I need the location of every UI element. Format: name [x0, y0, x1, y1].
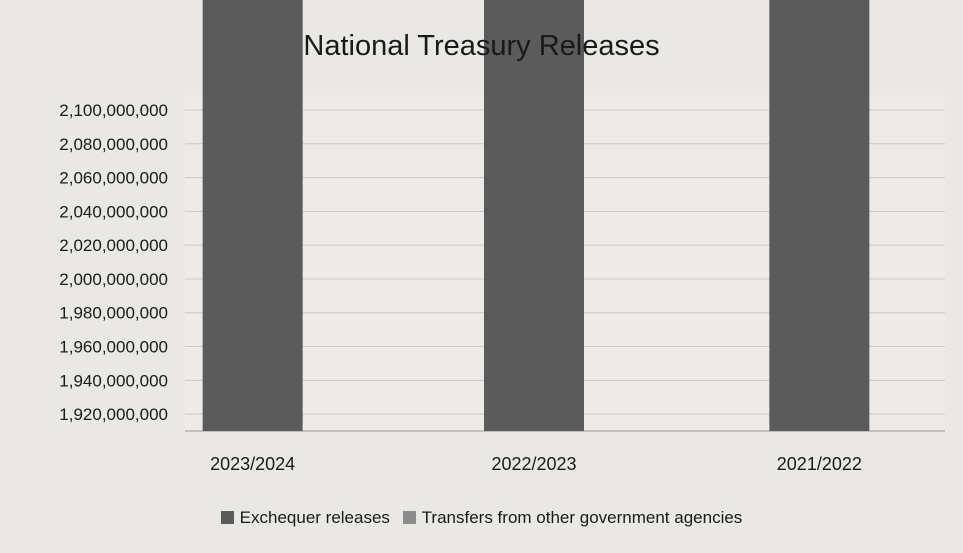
x-tick-label: 2023/2024 [210, 454, 295, 474]
y-tick-label: 2,100,000,000 [59, 101, 168, 120]
legend-label-exchequer: Exchequer releases [239, 508, 390, 527]
x-tick-label: 2022/2023 [491, 454, 576, 474]
y-tick-label: 2,040,000,000 [59, 202, 168, 221]
legend-swatch-exchequer [220, 511, 234, 524]
y-tick-label: 1,940,000,000 [59, 371, 168, 390]
chart-legend: Exchequer releases Transfers from other … [0, 508, 963, 528]
bar-exchequer-2021-2022 [769, 0, 870, 431]
y-tick-label: 2,060,000,000 [59, 169, 168, 188]
bar-exchequer-2023-2024 [202, 0, 303, 431]
y-tick-label: 1,920,000,000 [59, 405, 168, 424]
y-tick-label: 1,960,000,000 [59, 338, 168, 357]
legend-swatch-transfers [402, 511, 416, 524]
legend-item-exchequer: Exchequer releases [220, 508, 390, 528]
chart-title: National Treasury Releases [303, 30, 660, 62]
x-tick-label: 2021/2022 [777, 454, 862, 474]
legend-label-transfers: Transfers from other government agencies [421, 508, 743, 527]
bar-exchequer-2022-2023 [484, 0, 584, 431]
y-tick-label: 2,000,000,000 [59, 270, 168, 289]
y-tick-label: 2,020,000,000 [59, 236, 168, 255]
legend-item-transfers: Transfers from other government agencies [402, 508, 743, 528]
y-tick-label: 1,980,000,000 [59, 304, 168, 323]
y-tick-label: 2,080,000,000 [59, 135, 168, 154]
